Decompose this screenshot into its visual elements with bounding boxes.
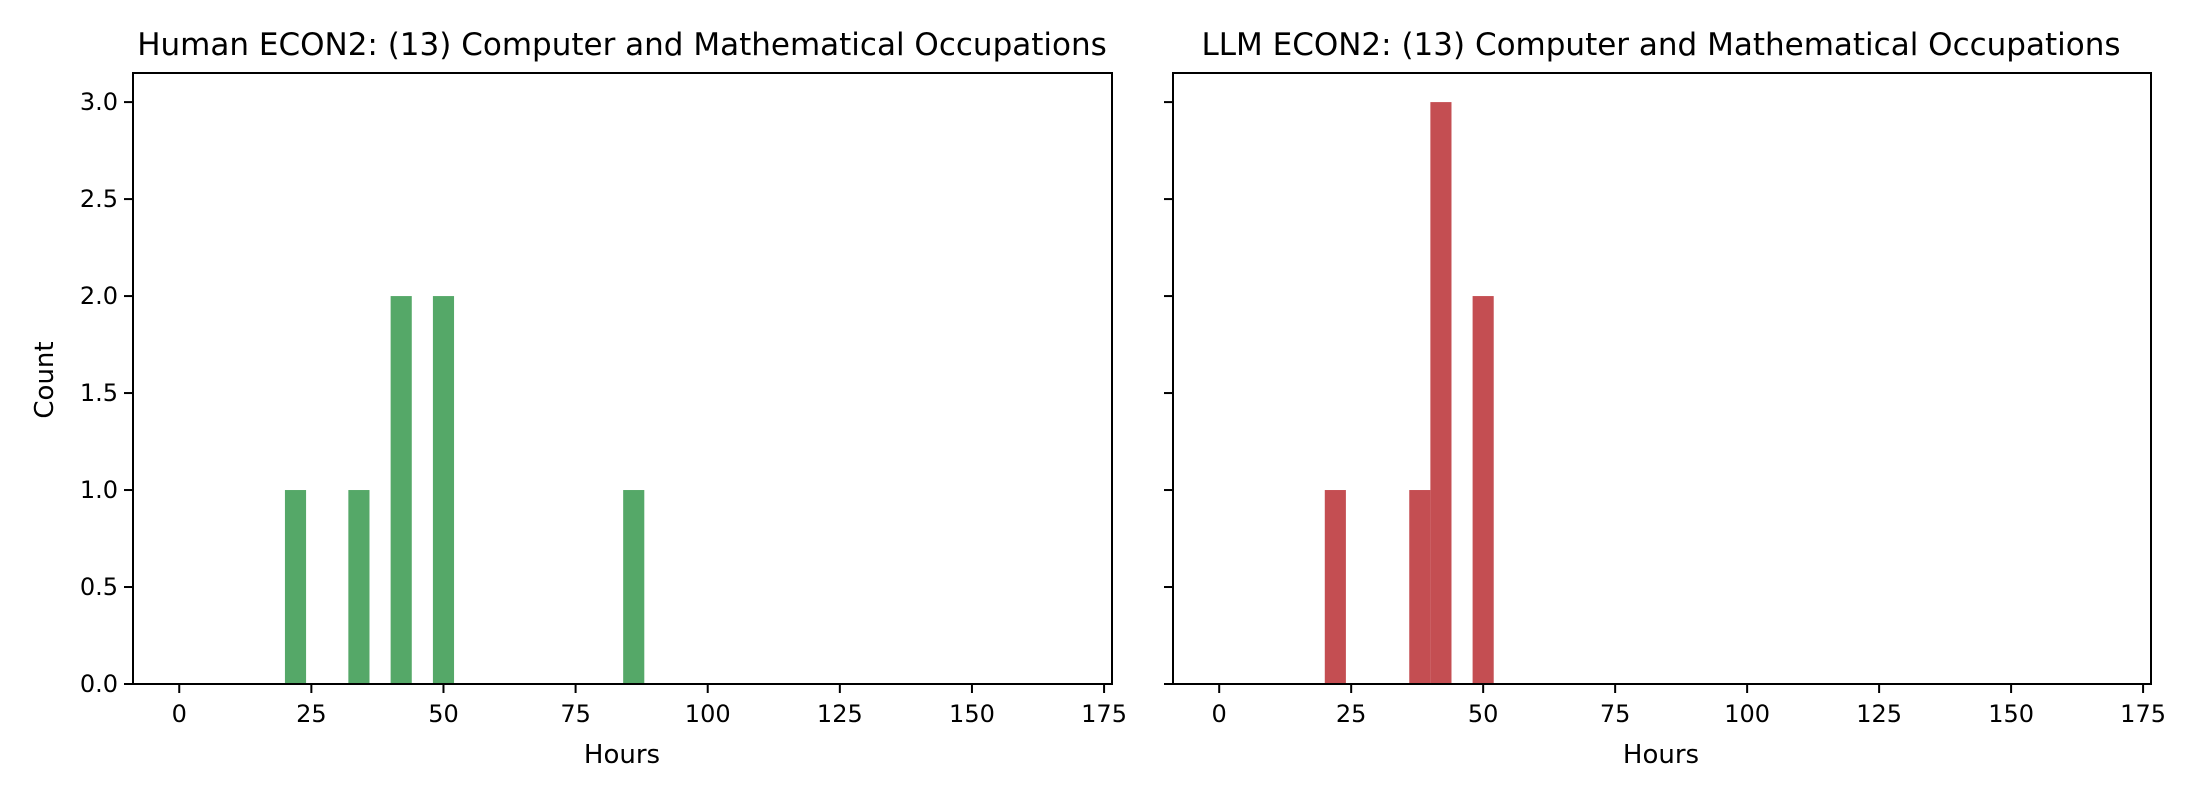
human-bar-1: [348, 490, 370, 684]
llm-x-tick-label-5: 125: [1856, 700, 1902, 728]
llm-bar-2: [1430, 102, 1452, 685]
human-y-tick-label-4: 2.0: [80, 282, 118, 310]
human-bar-4: [623, 490, 645, 684]
human-x-ticks: 0 25 50 75 100 125 150 175: [172, 684, 1127, 728]
human-x-tick-label-1: 25: [296, 700, 327, 728]
human-x-tick-label-0: 0: [172, 700, 187, 728]
llm-x-ticks: 0 25 50 75 100 125 150 175: [1212, 684, 2166, 728]
llm-chart-title: LLM ECON2: (13) Computer and Mathematica…: [1201, 27, 2120, 63]
human-y-ticks: 0.0 0.5 1.0 1.5 2.0 2.5 3.0: [80, 88, 133, 698]
human-x-tick-label-7: 175: [1081, 700, 1127, 728]
human-x-tick-label-4: 100: [685, 700, 731, 728]
human-bars: [284, 296, 645, 684]
human-x-tick-label-6: 150: [949, 700, 995, 728]
llm-x-axis-label: Hours: [1623, 740, 1699, 770]
human-y-tick-label-5: 2.5: [80, 185, 118, 213]
human-bar-0: [284, 490, 307, 684]
llm-x-tick-label-7: 175: [2120, 700, 2166, 728]
human-plot-frame: [132, 72, 1113, 685]
llm-x-tick-label-4: 100: [1724, 700, 1770, 728]
human-bar-2: [390, 296, 412, 684]
llm-bar-1: [1409, 490, 1431, 684]
human-x-tick-label-2: 50: [428, 700, 459, 728]
human-y-axis-label: Count: [30, 341, 60, 418]
human-y-tick-label-2: 1.0: [80, 476, 118, 504]
llm-bars: [1324, 102, 1494, 685]
human-x-axis-label: Hours: [584, 740, 660, 770]
llm-x-tick-label-1: 25: [1336, 700, 1367, 728]
llm-x-tick-label-6: 150: [1988, 700, 2034, 728]
human-y-tick-label-0: 0.0: [80, 670, 118, 698]
llm-bar-3: [1472, 296, 1494, 684]
human-bar-3: [432, 296, 455, 684]
llm-bar-0: [1324, 490, 1346, 684]
human-y-tick-label-3: 1.5: [80, 379, 118, 407]
llm-plot-frame: [1172, 72, 2152, 685]
human-x-tick-label-3: 75: [560, 700, 591, 728]
llm-x-tick-label-0: 0: [1212, 700, 1227, 728]
human-y-tick-label-6: 3.0: [80, 88, 118, 116]
llm-histogram-panel: LLM ECON2: (13) Computer and Mathematica…: [1164, 27, 2166, 770]
llm-x-tick-label-2: 50: [1468, 700, 1499, 728]
human-histogram-panel: Human ECON2: (13) Computer and Mathemati…: [30, 27, 1127, 770]
human-y-tick-label-1: 0.5: [80, 573, 118, 601]
llm-y-ticks: [1164, 101, 1173, 685]
human-x-tick-label-5: 125: [817, 700, 863, 728]
human-chart-title: Human ECON2: (13) Computer and Mathemati…: [137, 27, 1107, 63]
llm-x-tick-label-3: 75: [1600, 700, 1631, 728]
